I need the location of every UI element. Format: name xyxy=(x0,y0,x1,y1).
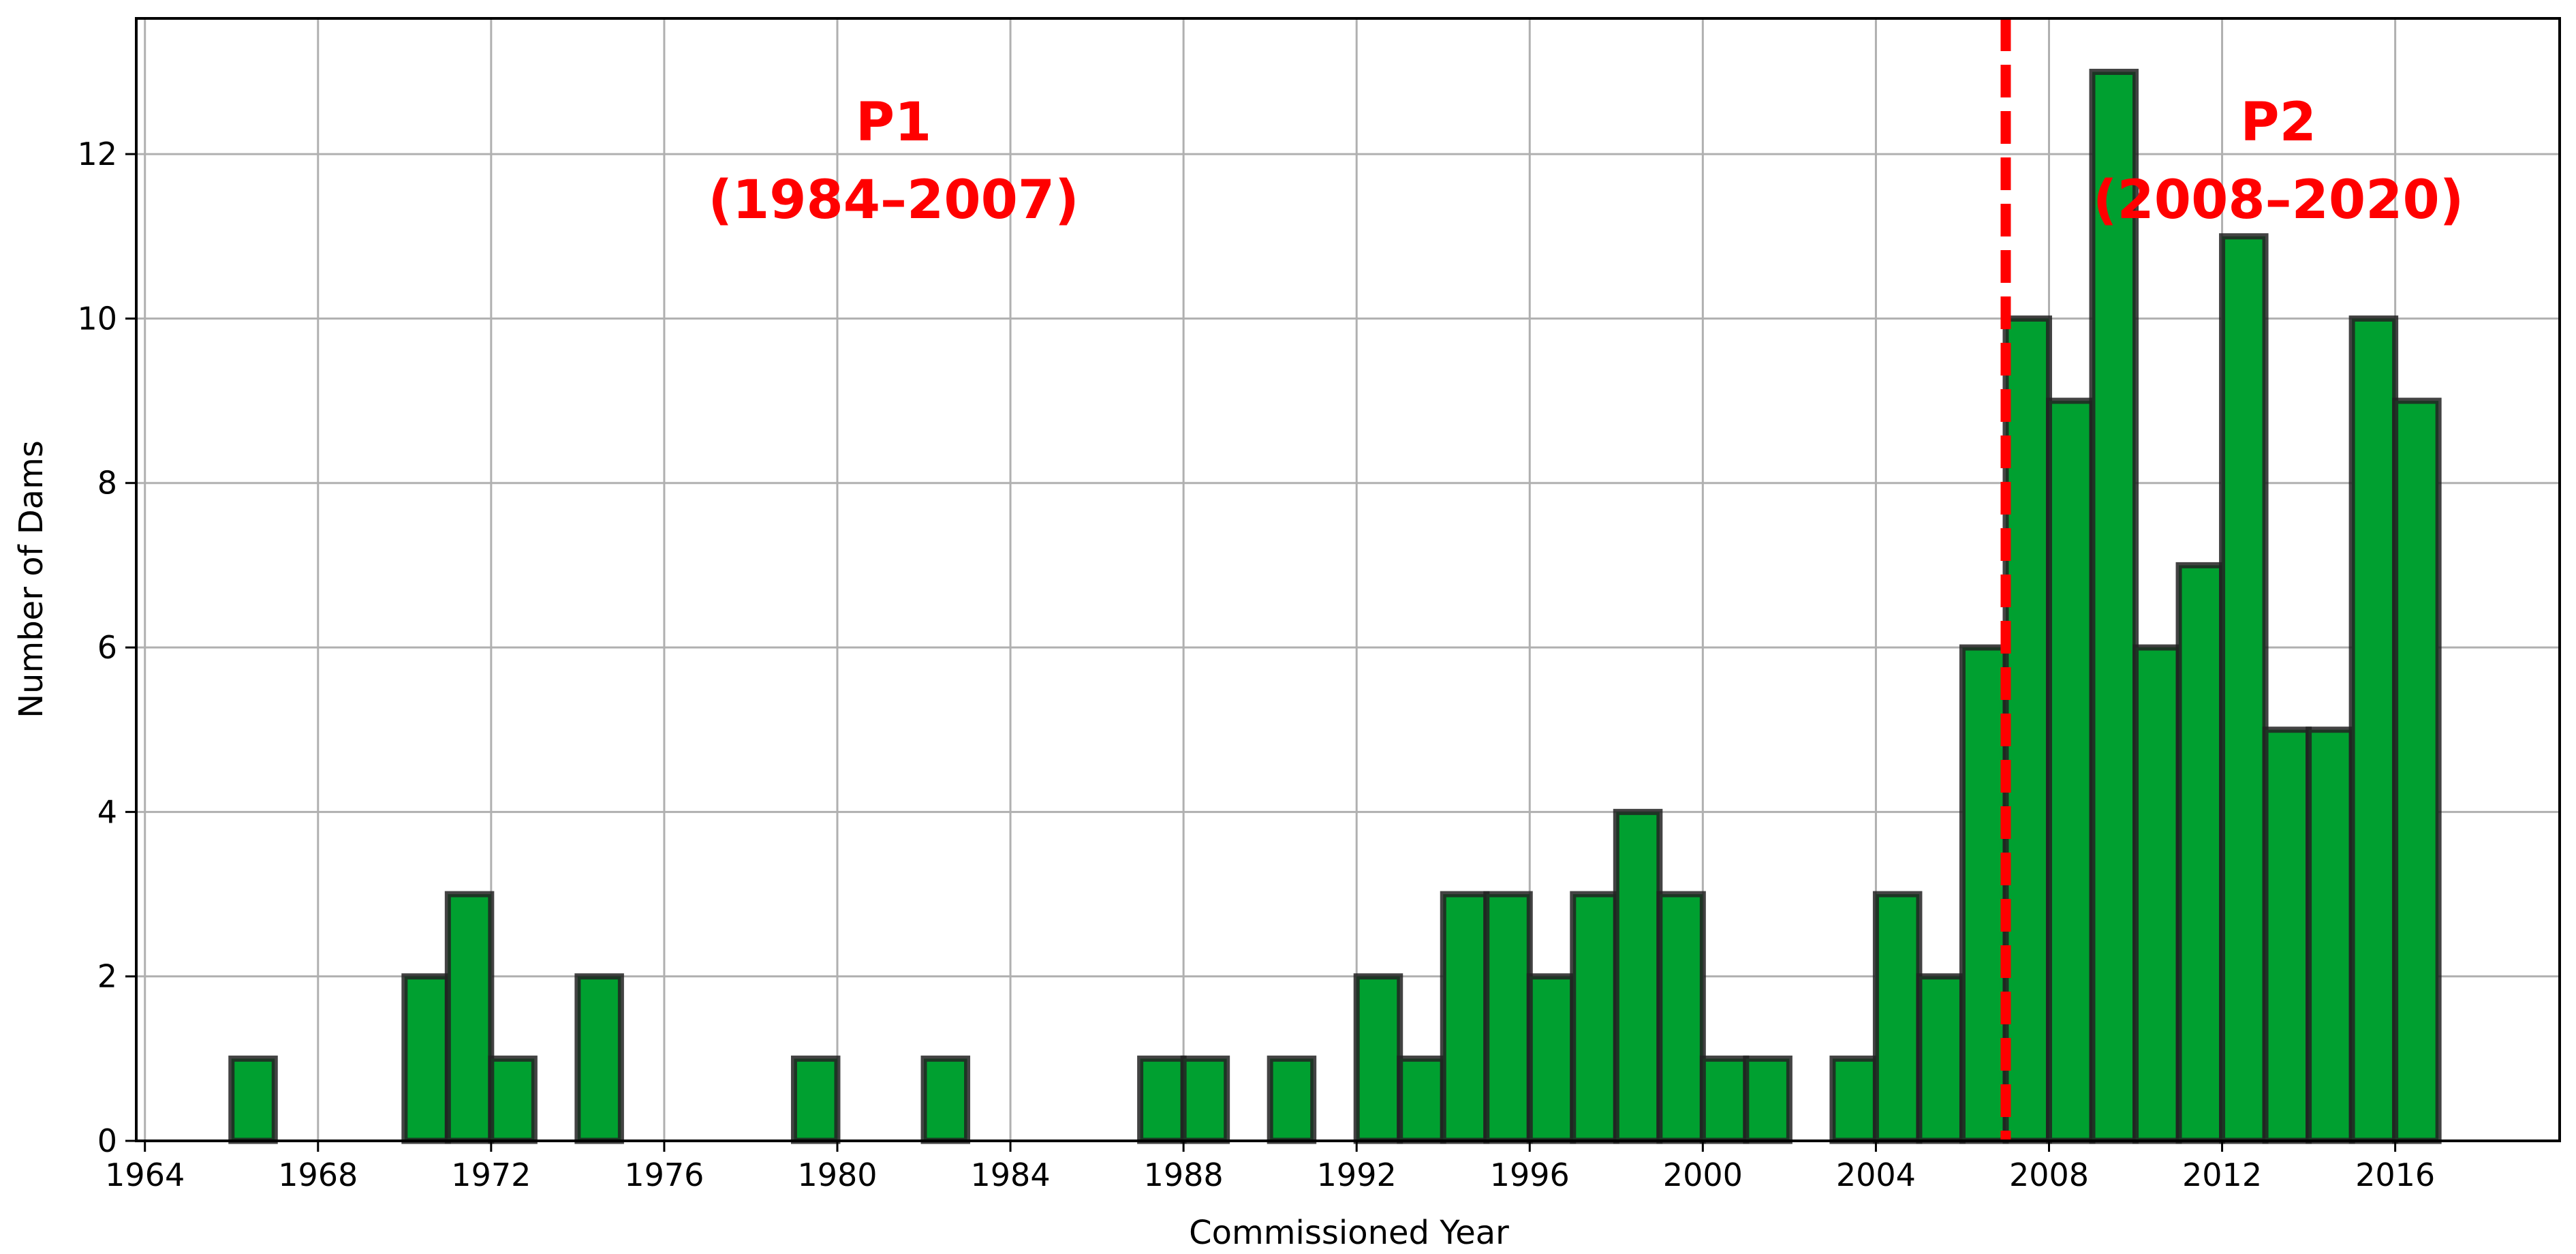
x-tick-label: 1988 xyxy=(1144,1157,1224,1193)
y-tick-label: 6 xyxy=(97,629,117,666)
x-axis-label: Commissioned Year xyxy=(1189,1214,1509,1252)
x-tick-label: 2008 xyxy=(2009,1157,2089,1193)
histogram-bar xyxy=(1570,891,1619,1144)
histogram-bar xyxy=(228,1055,278,1144)
histogram-bar xyxy=(574,973,624,1144)
bars xyxy=(228,68,2442,1144)
x-tick-label: 1996 xyxy=(1490,1157,1570,1193)
period-annotation-name: P2 xyxy=(2240,92,2316,153)
y-tick-label: 10 xyxy=(77,300,117,337)
histogram-bar xyxy=(488,1055,538,1144)
x-tick-label: 1976 xyxy=(624,1157,704,1193)
x-axis-ticks: 1964 1968 1972 1976 1980 1984 1988 1992 1996 2000… xyxy=(105,1141,2435,1193)
histogram-bar xyxy=(1526,973,1577,1144)
histogram-bar xyxy=(1440,891,1490,1144)
histogram-bar xyxy=(1267,1055,1317,1144)
histogram-bar xyxy=(2045,397,2096,1144)
histogram-bar xyxy=(920,1055,971,1144)
period-annotation: P2 (2008–2020) xyxy=(2093,92,2464,231)
x-tick-label: 2012 xyxy=(2182,1157,2262,1193)
histogram-bar xyxy=(2175,562,2226,1144)
histogram-bar xyxy=(1829,1055,1879,1144)
histogram-bar xyxy=(1872,891,1923,1144)
histogram-bar xyxy=(790,1055,841,1144)
histogram-bar xyxy=(2132,644,2182,1144)
x-tick-label: 1984 xyxy=(971,1157,1051,1193)
y-tick-label: 4 xyxy=(97,793,117,830)
x-tick-label: 1972 xyxy=(451,1157,531,1193)
period-annotation-range: (1984–2007) xyxy=(708,170,1078,231)
period-annotation-name: P1 xyxy=(856,92,931,153)
histogram-bar xyxy=(2262,727,2312,1144)
plot-frame xyxy=(135,17,2561,1142)
histogram-bar xyxy=(2002,315,2052,1144)
y-tick-label: 12 xyxy=(77,136,117,172)
histogram-bar xyxy=(2392,397,2442,1144)
x-tick-label: 2000 xyxy=(1663,1157,1743,1193)
histogram-bar xyxy=(1613,808,1663,1144)
y-tick-label: 8 xyxy=(97,465,117,502)
period-annotation-range: (2008–2020) xyxy=(2093,170,2464,231)
x-tick-label: 1964 xyxy=(105,1157,185,1193)
histogram-bar xyxy=(2219,233,2269,1144)
histogram-bar xyxy=(1483,891,1533,1144)
x-tick-label: 1980 xyxy=(797,1157,877,1193)
histogram-bar xyxy=(1916,973,1966,1144)
period-annotation: P1 (1984–2007) xyxy=(708,92,1078,231)
x-tick-label: 2016 xyxy=(2355,1157,2435,1193)
x-tick-label: 2004 xyxy=(1836,1157,1916,1193)
annotations: P1 (1984–2007) P2 (2008–2020) xyxy=(708,92,2464,231)
histogram-bar xyxy=(1397,1055,1446,1144)
histogram-bar xyxy=(1699,1055,1750,1144)
histogram-bar xyxy=(2306,727,2355,1144)
histogram-bar xyxy=(444,891,495,1144)
histogram-bar xyxy=(1137,1055,1187,1144)
y-tick-label: 0 xyxy=(97,1122,117,1159)
x-tick-label: 1968 xyxy=(278,1157,358,1193)
y-axis-ticks: 0 2 4 6 8 10 12 xyxy=(77,136,136,1159)
histogram-bar xyxy=(1353,973,1403,1144)
histogram-bar xyxy=(2089,68,2139,1144)
histogram-bar xyxy=(1959,644,2009,1144)
x-tick-label: 1992 xyxy=(1317,1157,1397,1193)
histogram-bar xyxy=(1180,1055,1230,1144)
y-axis-label: Number of Dams xyxy=(12,440,50,718)
y-tick-label: 2 xyxy=(97,958,117,995)
histogram-bar xyxy=(401,973,451,1144)
histogram-bar xyxy=(2348,315,2399,1144)
histogram-bar xyxy=(1743,1055,1793,1144)
histogram-bar xyxy=(1656,891,1706,1144)
